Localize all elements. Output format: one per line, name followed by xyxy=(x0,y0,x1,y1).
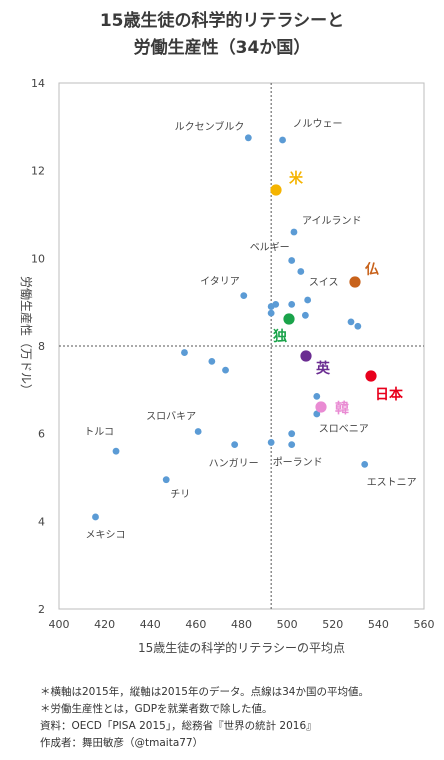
highlight-point-4 xyxy=(349,276,361,288)
data-point-15 xyxy=(288,257,296,264)
y-tick-label-5: 12 xyxy=(31,165,45,178)
data-point-25 xyxy=(347,318,355,326)
highlight-point-3 xyxy=(315,401,327,413)
point-label-14: ノルウェー xyxy=(293,118,343,130)
data-point-16 xyxy=(288,300,296,308)
y-tick-label-3: 8 xyxy=(38,340,45,353)
highlight-label-5: 日本 xyxy=(375,386,404,403)
x-tick-label-0: 400 xyxy=(49,618,70,631)
highlight-label-0: 米 xyxy=(289,170,304,187)
point-label-15: ベルギー xyxy=(250,242,290,254)
x-tick-label-8: 560 xyxy=(414,618,435,631)
note-line-2: ＊労働生産性とは，GDPを就業者数で除した値。 xyxy=(40,703,273,715)
highlight-label-2: 英 xyxy=(315,360,331,377)
highlight-label-1: 独 xyxy=(273,328,287,345)
chart-title-line-1: 15歳生徒の科学的リテラシーと xyxy=(99,11,345,31)
x-tick-label-7: 540 xyxy=(368,618,389,631)
data-point-18 xyxy=(288,430,296,438)
y-tick-label-1: 4 xyxy=(38,515,45,528)
x-tick-label-1: 420 xyxy=(94,618,115,631)
y-tick-label-0: 2 xyxy=(38,603,45,616)
point-label-2: チリ xyxy=(170,489,190,501)
point-label-24: スロベニア xyxy=(319,423,369,435)
highlight-label-3: 韓 xyxy=(335,400,349,417)
data-point-6 xyxy=(222,366,229,374)
point-label-19: アイルランド xyxy=(302,215,362,227)
x-tick-label-3: 460 xyxy=(185,618,206,631)
data-point-9 xyxy=(244,134,252,142)
data-point-7 xyxy=(231,441,239,449)
x-tick-label-6: 520 xyxy=(322,618,343,631)
data-point-21 xyxy=(301,311,309,319)
x-axis-label: 15歳生徒の科学的リテラシーの平均点 xyxy=(138,640,345,655)
data-point-10 xyxy=(267,439,275,446)
highlight-label-4: 仏 xyxy=(365,262,379,278)
data-point-19 xyxy=(290,228,298,236)
data-point-26 xyxy=(354,322,362,330)
data-point-1 xyxy=(112,447,120,455)
data-point-5 xyxy=(208,357,216,365)
notes: ＊横軸は2015年，縦軸は2015年のデータ。点線は34か国の平均値。 ＊労働生… xyxy=(40,684,369,752)
y-tick-label-2: 6 xyxy=(38,428,45,441)
point-label-0: メキシコ xyxy=(86,530,126,541)
point-label-1: トルコ xyxy=(84,427,114,438)
data-point-11 xyxy=(267,309,275,317)
point-label-7: ハンガリー xyxy=(209,458,259,470)
data-point-4 xyxy=(194,428,202,435)
data-point-22 xyxy=(304,296,312,304)
note-line-4: 作成者：舞田敏彦（@tmaita77） xyxy=(40,737,204,749)
point-label-27: エストニア xyxy=(367,477,417,488)
data-point-0 xyxy=(92,513,99,521)
x-tick-label-2: 440 xyxy=(140,618,161,631)
point-label-17: ポーランド xyxy=(273,457,323,469)
data-point-14 xyxy=(279,136,286,144)
point-label-4: スロバキア xyxy=(146,410,196,422)
highlight-point-5 xyxy=(365,370,377,382)
note-line-3: 資料：OECD「PISA 2015」，総務省『世界の統計 2016』 xyxy=(40,720,317,732)
point-label-8: イタリア xyxy=(200,276,240,288)
x-tick-label-4: 480 xyxy=(231,618,252,631)
data-point-23 xyxy=(313,393,321,400)
scatter-chart: 400 420 440 460 480 500 520 540 560 2 4 6 8 10 12 14 15歳… xyxy=(19,77,435,655)
data-point-24 xyxy=(313,410,321,418)
point-label-9: ルクセンブルク xyxy=(175,120,245,133)
chart-title: 15歳生徒の科学的リテラシーと 労働生産性（34か国） xyxy=(0,8,444,62)
chart-title-line-2: 労働生産性（34か国） xyxy=(133,38,311,58)
data-point-27 xyxy=(361,460,369,468)
highlight-point-2 xyxy=(300,350,312,362)
data-point-20 xyxy=(297,268,305,275)
point-label-20: スイス xyxy=(309,277,339,288)
note-line-1: ＊横軸は2015年，縦軸は2015年のデータ。点線は34か国の平均値。 xyxy=(40,686,369,698)
data-point-13 xyxy=(272,300,280,308)
y-axis-label: 労働生産性（万ドル） xyxy=(19,276,34,396)
data-point-17 xyxy=(288,441,296,449)
data-point-8 xyxy=(240,292,248,299)
y-tick-label-6: 14 xyxy=(31,77,45,90)
data-point-2 xyxy=(162,476,170,484)
y-tick-label-4: 10 xyxy=(31,252,45,265)
x-tick-label-5: 500 xyxy=(277,618,298,631)
data-point-3 xyxy=(181,349,188,356)
highlight-point-0 xyxy=(270,184,282,196)
highlight-point-1 xyxy=(283,313,295,325)
